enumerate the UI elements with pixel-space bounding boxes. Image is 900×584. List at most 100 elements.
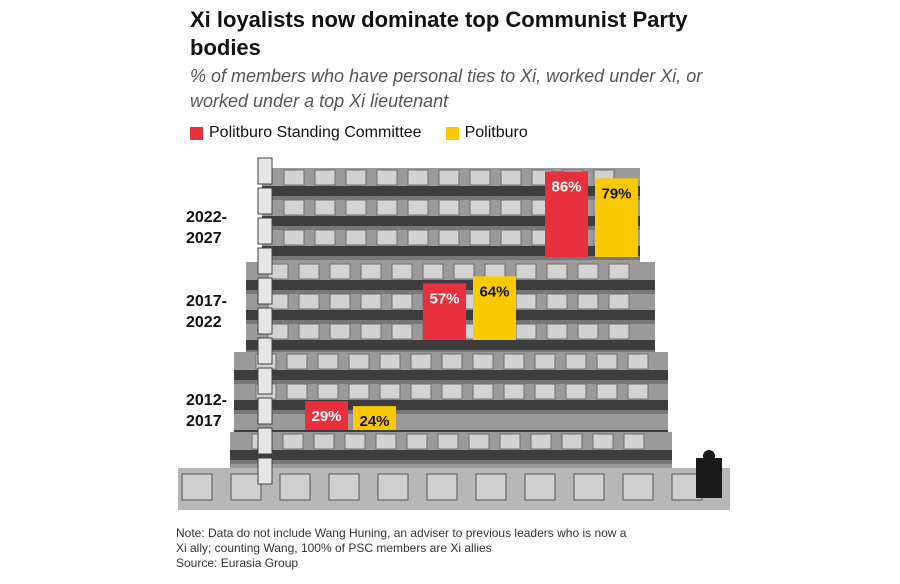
attendant-figure (257, 157, 273, 185)
attendant-figure (257, 337, 273, 365)
chair (500, 169, 522, 186)
chair (407, 229, 429, 246)
chair (608, 293, 630, 310)
legend: Politburo Standing Committee Politburo (190, 122, 552, 144)
chair (472, 383, 494, 400)
chair (500, 229, 522, 246)
chair (546, 263, 568, 280)
period-label-1-1: 2022 (186, 314, 222, 331)
period-labels: 2012- 2017 2017- 2022 2022- 2027 (186, 209, 227, 430)
front-chair (475, 473, 507, 501)
desk-strip (262, 186, 640, 196)
chair (515, 323, 537, 340)
attendant-figure (257, 367, 273, 395)
chair (360, 293, 382, 310)
desk-strip (246, 340, 655, 350)
chair (345, 199, 367, 216)
desk-edge (234, 380, 668, 384)
chair (314, 229, 336, 246)
chair (329, 293, 351, 310)
chair (283, 169, 305, 186)
chair (379, 353, 401, 370)
source-line: Source: Eurasia Group (176, 556, 299, 570)
chart-note: Note: Data do not include Wang Huning, a… (176, 526, 716, 571)
chair (438, 199, 460, 216)
bar-label-0-2: 86% (551, 178, 581, 195)
chair (503, 383, 525, 400)
desk-strip (262, 246, 640, 256)
bar-label-0-0: 29% (311, 408, 341, 425)
front-chair (573, 473, 605, 501)
chair (577, 263, 599, 280)
chair (546, 293, 568, 310)
chair (608, 323, 630, 340)
bar-1-1 (473, 276, 516, 340)
period-label-2-1: 2027 (186, 230, 222, 247)
chair (515, 263, 537, 280)
chair (410, 353, 432, 370)
legend-label-politburo: Politburo (464, 124, 528, 141)
chair (468, 433, 490, 450)
bar-0-1 (423, 283, 466, 340)
front-chair (181, 473, 213, 501)
chair (375, 433, 397, 450)
chair (515, 293, 537, 310)
chair (360, 263, 382, 280)
chair (627, 353, 649, 370)
chart-title: Xi loyalists now dominate top Communist … (190, 7, 688, 60)
chair (376, 199, 398, 216)
chair (345, 229, 367, 246)
chart-subtitle: % of members who have personal ties to X… (190, 66, 703, 111)
legend-label-psc: Politburo Standing Committee (209, 124, 422, 141)
note-line-1: Note: Data do not include Wang Huning, a… (176, 526, 627, 540)
chair (534, 383, 556, 400)
front-chair (377, 473, 409, 501)
chair (360, 323, 382, 340)
attendant-figure (257, 217, 273, 245)
desk-edge (262, 256, 640, 260)
chair (282, 433, 304, 450)
chair (500, 199, 522, 216)
chair (503, 353, 525, 370)
front-chair (279, 473, 311, 501)
chair (565, 353, 587, 370)
chair (534, 353, 556, 370)
legend-swatch-psc (190, 126, 203, 140)
chair (422, 263, 444, 280)
period-label-2-0: 2022- (186, 209, 227, 226)
chair (406, 433, 428, 450)
period-label-0-1: 2017 (186, 413, 222, 430)
chair (438, 229, 460, 246)
front-chair (622, 473, 654, 501)
legend-swatch-politburo (445, 126, 459, 140)
legend-item-psc: Politburo Standing Committee (190, 124, 422, 142)
standing-man-head (703, 450, 715, 462)
chair (286, 383, 308, 400)
chair (298, 293, 320, 310)
chair (313, 433, 335, 450)
chair (407, 199, 429, 216)
chair (441, 383, 463, 400)
chair (561, 433, 583, 450)
attendant-figure (257, 307, 273, 335)
chair (314, 199, 336, 216)
chair (596, 353, 618, 370)
bar-1-0 (353, 406, 396, 430)
chair (298, 323, 320, 340)
period-label-1-0: 2017- (186, 293, 227, 310)
bar-0-0 (305, 401, 348, 430)
bar-label-0-1: 57% (429, 290, 459, 307)
chair (577, 293, 599, 310)
desk-edge (262, 226, 640, 230)
bars: 29% 57% 86% 24% 64% 79% (305, 171, 638, 430)
chair (286, 353, 308, 370)
chair (407, 169, 429, 186)
chair (391, 263, 413, 280)
chair (348, 383, 370, 400)
chair (596, 383, 618, 400)
chair (379, 383, 401, 400)
chair (348, 353, 370, 370)
chair (314, 169, 336, 186)
chair (344, 433, 366, 450)
